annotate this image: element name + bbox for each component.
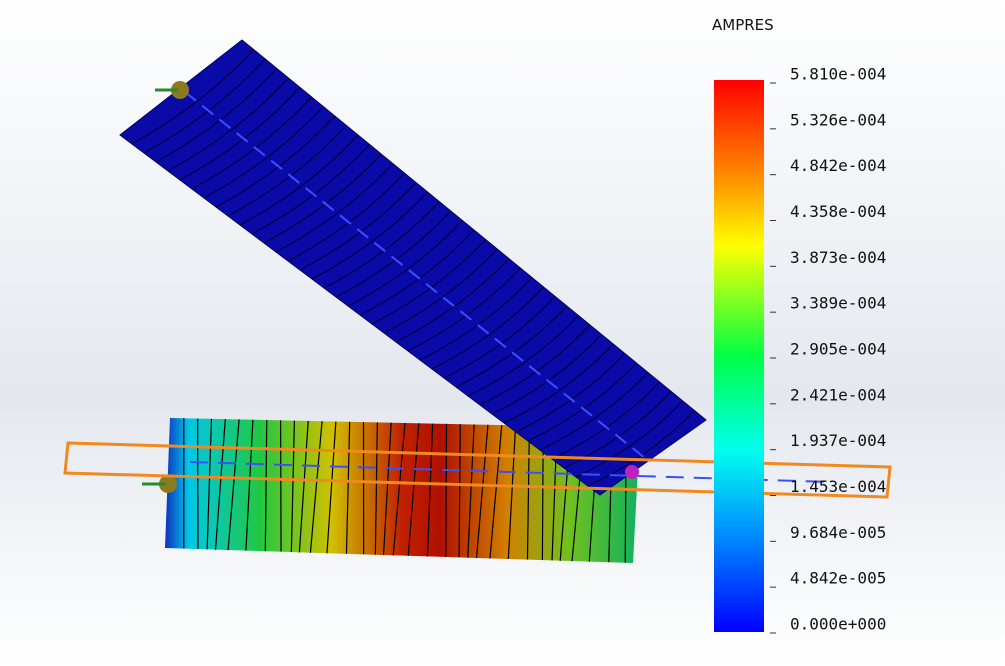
legend-label: 2.905e-004 <box>790 340 886 359</box>
mesh-line <box>446 424 447 557</box>
legend-label: 0.000e+000 <box>790 615 886 634</box>
legend-label: 1.453e-004 <box>790 477 886 496</box>
legend-title: AMPRES <box>712 16 774 34</box>
page: {"legend":{"title":"AMPRES","labels":["5… <box>0 0 1005 662</box>
legend-label: 4.842e-005 <box>790 569 886 588</box>
color-bar <box>714 80 764 632</box>
legend-label: 1.937e-004 <box>790 431 886 450</box>
legend-label: 5.810e-004 <box>790 65 886 84</box>
probe-marker <box>625 465 639 479</box>
viewport: AMPRES 5.810e-004 5.326e-004 4.842e-004 4.3… <box>0 0 1005 662</box>
legend-label: 2.421e-004 <box>790 385 886 404</box>
legend-label: 3.873e-004 <box>790 248 886 267</box>
legend-label: 3.389e-004 <box>790 294 886 313</box>
legend-label: 9.684e-005 <box>790 523 886 542</box>
legend-label: 4.842e-004 <box>790 156 886 175</box>
legend-label: 4.358e-004 <box>790 202 886 221</box>
legend-label: 5.326e-004 <box>790 110 886 129</box>
